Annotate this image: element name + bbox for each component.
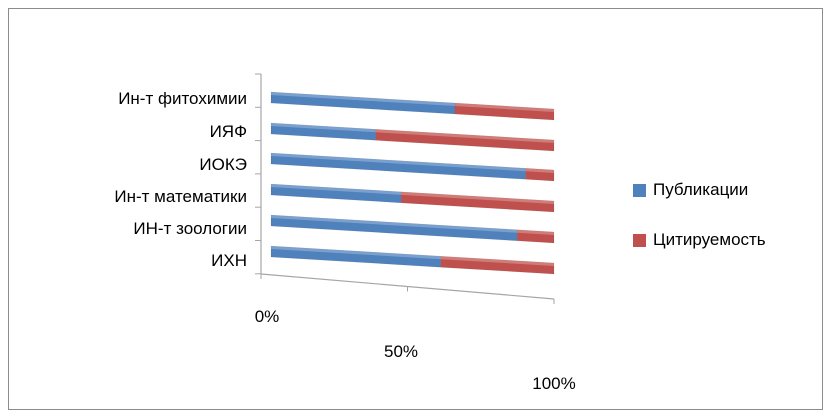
bar-highlight-цитируемость-3 — [401, 191, 554, 204]
bar-цитируемость-2 — [525, 168, 555, 182]
bar-highlight-публикации-0 — [271, 92, 455, 107]
category-label-5: ИХН — [211, 251, 247, 270]
bar-цитируемость-1 — [375, 129, 555, 152]
bar-highlight-публикации-2 — [271, 153, 526, 172]
chart-frame: Ин-т фитохимии ИЯФ ИОКЭ Ин-т математики ИН-т… — [8, 8, 823, 410]
x-tick-labels: 0% 50% 100% — [255, 307, 576, 393]
chart-legend: Публикации Цитируемость — [633, 180, 766, 249]
x-tick-label-2: 100% — [532, 374, 575, 393]
category-labels: Ин-т фитохимии ИЯФ ИОКЭ Ин-т математики ИН-т… — [114, 89, 247, 270]
bar-цитируемость-3 — [400, 191, 555, 213]
bar-highlight-публикации-5 — [271, 246, 441, 260]
legend-label-цитируемость: Цитируемость — [653, 230, 766, 249]
category-label-4: ИН-т зоологии — [133, 219, 247, 238]
category-label-3: Ин-т математики — [114, 187, 247, 206]
bar-цитируемость-4 — [516, 229, 555, 244]
legend-swatch-цитируемость — [633, 234, 646, 247]
bar-цитируемость-0 — [454, 102, 555, 121]
stacked-bar-chart: Ин-т фитохимии ИЯФ ИОКЭ Ин-т математики ИН-т… — [114, 73, 766, 393]
category-label-0: Ин-т фитохимии — [118, 89, 247, 108]
chart-bars — [270, 91, 555, 275]
bar-highlight-публикации-1 — [271, 123, 376, 133]
bar-highlight-цитируемость-5 — [440, 256, 554, 266]
bar-highlight-публикации-3 — [271, 184, 402, 195]
legend-label-публикации: Публикации — [653, 180, 748, 199]
bar-highlight-цитируемость-0 — [454, 103, 554, 112]
x-tick-label-0: 0% — [255, 307, 280, 326]
category-label-1: ИЯФ — [210, 122, 247, 141]
bar-highlight-цитируемость-4 — [517, 229, 554, 235]
bar-цитируемость-5 — [440, 255, 555, 275]
bar-highlight-цитируемость-2 — [525, 168, 554, 173]
bar-highlight-публикации-4 — [271, 215, 518, 233]
legend-swatch-публикации — [633, 184, 646, 197]
category-label-2: ИОКЭ — [199, 155, 247, 174]
bar-highlight-цитируемость-1 — [375, 129, 554, 143]
x-tick-label-1: 50% — [384, 342, 418, 361]
chart-axes — [255, 73, 555, 304]
